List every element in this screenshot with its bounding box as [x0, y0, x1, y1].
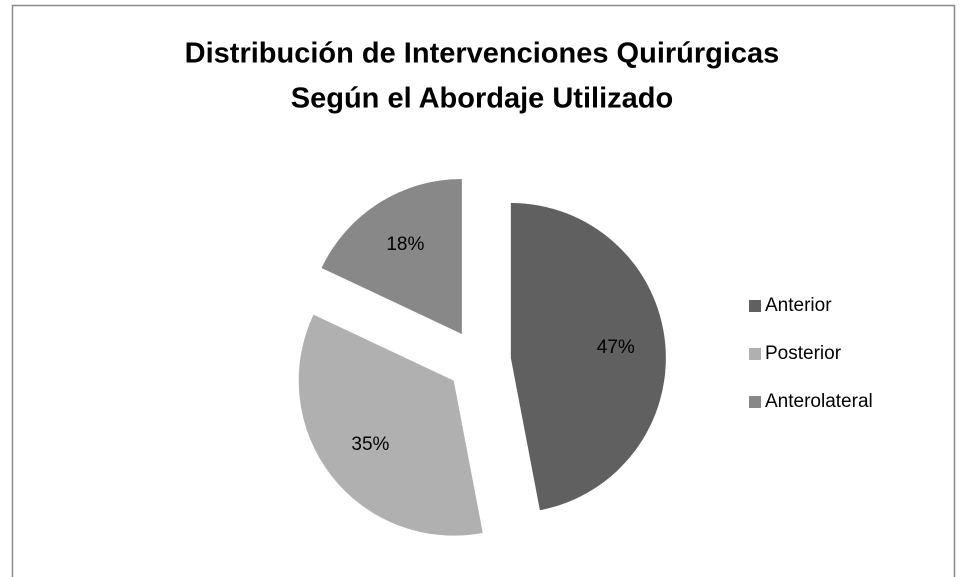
- pie-slice: [510, 202, 666, 511]
- data-label: 47%: [597, 337, 635, 358]
- legend-label: Posterior: [765, 343, 842, 364]
- legend-label: Anterior: [765, 295, 832, 316]
- legend-swatch: [749, 300, 761, 312]
- legend-swatch: [749, 396, 761, 408]
- data-label: 18%: [386, 234, 424, 255]
- legend-swatch: [749, 348, 761, 360]
- chart-title: Según el Abordaje Utilizado: [291, 83, 673, 115]
- chart-frame: [11, 4, 956, 577]
- chart-title: Distribución de Intervenciones Quirúrgic…: [185, 38, 780, 70]
- pie-slice: [321, 178, 462, 334]
- legend-label: Anterolateral: [765, 391, 873, 412]
- pie-slice: [298, 314, 483, 536]
- data-label: 35%: [351, 434, 389, 455]
